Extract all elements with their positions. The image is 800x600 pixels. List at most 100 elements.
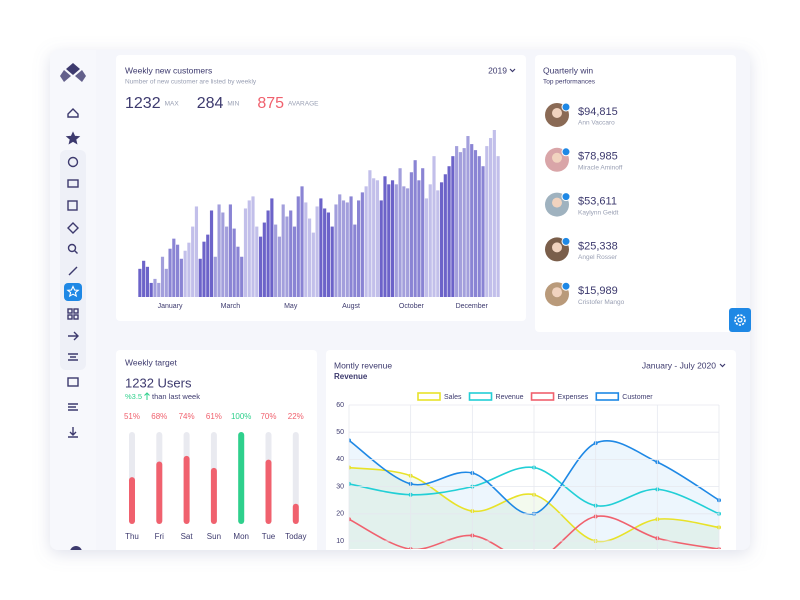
dropdown-caret[interactable] <box>509 68 516 73</box>
star-icon[interactable] <box>65 131 81 145</box>
bar <box>424 198 429 297</box>
panel-title: Montly revenue <box>334 360 392 370</box>
bar <box>251 196 255 297</box>
bar <box>168 248 172 297</box>
bar <box>153 278 157 297</box>
x-tick-label: October <box>399 303 425 310</box>
briefcase-icon[interactable] <box>67 377 79 387</box>
value-label: 51% <box>124 412 140 421</box>
x-tick-label: Augst <box>342 303 360 310</box>
legend-swatch <box>595 392 620 401</box>
value-label: 74% <box>179 412 195 421</box>
active-nav[interactable] <box>64 283 82 301</box>
x-tick-label: Tue <box>262 532 276 541</box>
bar <box>292 226 297 297</box>
bar <box>477 156 481 297</box>
pen-icon[interactable] <box>68 266 78 276</box>
grid-icon[interactable] <box>67 308 73 314</box>
avatar-badge <box>561 102 571 112</box>
avatar-badge <box>561 147 571 157</box>
legend-swatch <box>530 392 555 401</box>
avatar-badge <box>561 281 571 291</box>
panel-title: Weekly target <box>125 357 177 367</box>
dropdown-caret[interactable] <box>719 363 726 368</box>
bar <box>439 182 444 297</box>
value-label: 61% <box>206 412 222 421</box>
value-label: 22% <box>288 412 304 421</box>
direction-icon[interactable] <box>67 222 79 234</box>
x-tick-label: Thu <box>125 532 139 541</box>
monitor-icon[interactable] <box>67 179 79 188</box>
avatar-badge <box>561 236 571 246</box>
bar <box>466 136 470 297</box>
bar <box>289 210 293 297</box>
bar <box>387 184 391 297</box>
bar <box>183 455 190 524</box>
bar <box>176 244 180 297</box>
bar <box>194 206 199 297</box>
legend-label: Revenue <box>496 394 524 401</box>
settings-button[interactable] <box>729 308 751 332</box>
compass-icon[interactable] <box>67 156 79 168</box>
align-icon[interactable] <box>68 353 78 361</box>
search-handle <box>74 250 78 254</box>
bar <box>357 200 361 297</box>
grid-icon-part <box>73 308 79 314</box>
amount: $53,611 <box>578 196 617 208</box>
share-icon[interactable] <box>67 200 78 211</box>
year-select[interactable]: 2019 <box>488 65 507 75</box>
user-avatar[interactable] <box>70 546 82 558</box>
bar <box>191 226 195 297</box>
bar <box>402 186 406 297</box>
bar <box>417 180 421 297</box>
bar <box>157 282 161 297</box>
bar <box>265 459 272 524</box>
bar <box>206 234 210 297</box>
y-tick-label: 10 <box>336 538 344 545</box>
point <box>408 547 413 549</box>
bar <box>240 256 244 297</box>
list-icon[interactable] <box>68 403 78 411</box>
bar <box>307 218 312 297</box>
sidebar-group <box>60 150 86 370</box>
legend-swatch <box>417 392 441 401</box>
bar <box>274 224 278 297</box>
point <box>349 438 351 443</box>
x-tick-label: December <box>456 303 489 310</box>
settings-icon <box>734 314 746 326</box>
sidebar-icons[interactable] <box>65 108 81 438</box>
bar <box>485 146 489 297</box>
value-label: 70% <box>260 412 276 421</box>
bar <box>334 204 338 297</box>
search-icon[interactable] <box>67 243 77 253</box>
download-icon[interactable] <box>68 427 78 438</box>
x-tick-label: Sun <box>207 532 221 541</box>
bar <box>368 170 372 297</box>
y-tick-label: 30 <box>336 483 344 490</box>
bar <box>372 178 376 297</box>
bar <box>330 226 334 297</box>
bar <box>406 188 410 297</box>
bar <box>198 258 202 297</box>
bar <box>149 282 153 297</box>
bar <box>217 204 221 297</box>
bar <box>221 212 225 297</box>
bar <box>210 467 217 524</box>
x-tick-label: Today <box>285 532 306 541</box>
panel-title: Quarterly win <box>543 65 593 75</box>
arrow-icon[interactable] <box>68 331 79 341</box>
grid-icon-part <box>73 314 79 320</box>
x-tick-label: May <box>284 303 298 310</box>
change-text: than last week <box>152 392 200 401</box>
home-icon[interactable] <box>67 108 79 118</box>
amount: $78,985 <box>578 151 618 163</box>
x-tick-label: Fri <box>155 532 165 541</box>
avatar-face <box>552 242 562 253</box>
person-name: Ann Vaccaro <box>578 120 615 127</box>
bar <box>255 226 259 297</box>
bar <box>258 236 263 297</box>
period-select[interactable]: January - July 2020 <box>642 360 716 370</box>
point <box>349 517 351 522</box>
bar <box>436 190 440 297</box>
